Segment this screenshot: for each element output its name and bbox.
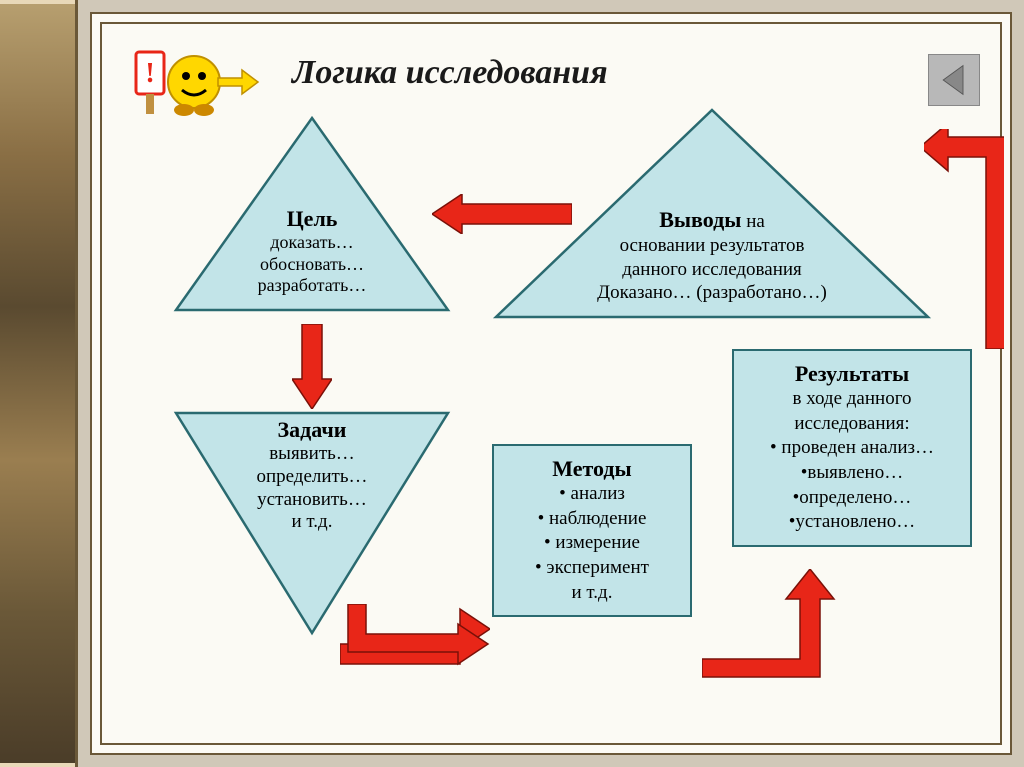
results-line: • проведен анализ…: [742, 436, 962, 461]
results-line: •выявлено…: [742, 461, 962, 486]
conclusions-line: данного исследования: [492, 258, 932, 282]
results-heading: Результаты: [742, 361, 962, 387]
tasks-line: выявить…: [172, 443, 452, 466]
page-title: Логика исследования: [292, 54, 608, 92]
goal-line: обосновать…: [172, 254, 452, 276]
node-methods: Методы • анализ • наблюдение • измерение…: [492, 444, 692, 617]
decorative-sidebar: [0, 0, 78, 767]
methods-line: и т.д.: [502, 581, 682, 606]
exclamation-mark: !: [145, 58, 154, 89]
node-tasks: Задачи выявить… определить… установить… …: [172, 409, 452, 637]
goal-heading: Цель: [172, 206, 452, 232]
slide-outer: ! Логика исследования Цель: [78, 0, 1024, 767]
results-line: в ходе данного: [742, 387, 962, 412]
node-goal: Цель доказать… обосновать… разработать…: [172, 114, 452, 314]
results-line: исследования:: [742, 412, 962, 437]
smiley-decoration: !: [132, 42, 262, 122]
conclusions-line: основании результатов: [492, 234, 932, 258]
arrow-conclusions-to-goal: [432, 194, 572, 234]
tasks-line: установить…: [172, 489, 452, 512]
methods-line: • анализ: [502, 482, 682, 507]
goal-line: доказать…: [172, 232, 452, 254]
results-line: •определено…: [742, 486, 962, 511]
conclusions-heading: Выводы: [659, 207, 741, 232]
tasks-line: и т.д.: [172, 511, 452, 534]
results-line: •установлено…: [742, 510, 962, 535]
arrow-goal-to-tasks: [292, 324, 332, 409]
methods-line: • измерение: [502, 531, 682, 556]
node-results: Результаты в ходе данного исследования: …: [732, 349, 972, 547]
methods-line: • наблюдение: [502, 507, 682, 532]
goal-line: разработать…: [172, 275, 452, 297]
conclusions-heading-tail: на: [741, 211, 764, 232]
slide-frame: ! Логика исследования Цель: [90, 12, 1012, 755]
arrow-results-to-conclusions: [924, 129, 1004, 349]
methods-heading: Методы: [502, 456, 682, 482]
arrow-tasks-to-methods: [340, 604, 490, 674]
conclusions-line: Доказано… (разработано…): [492, 281, 932, 305]
methods-line: • эксперимент: [502, 556, 682, 581]
tasks-line: определить…: [172, 466, 452, 489]
arrow-methods-to-results: [702, 569, 842, 689]
tasks-heading: Задачи: [172, 417, 452, 443]
chevron-left-icon: [936, 62, 972, 98]
nav-back-button[interactable]: [928, 54, 980, 106]
